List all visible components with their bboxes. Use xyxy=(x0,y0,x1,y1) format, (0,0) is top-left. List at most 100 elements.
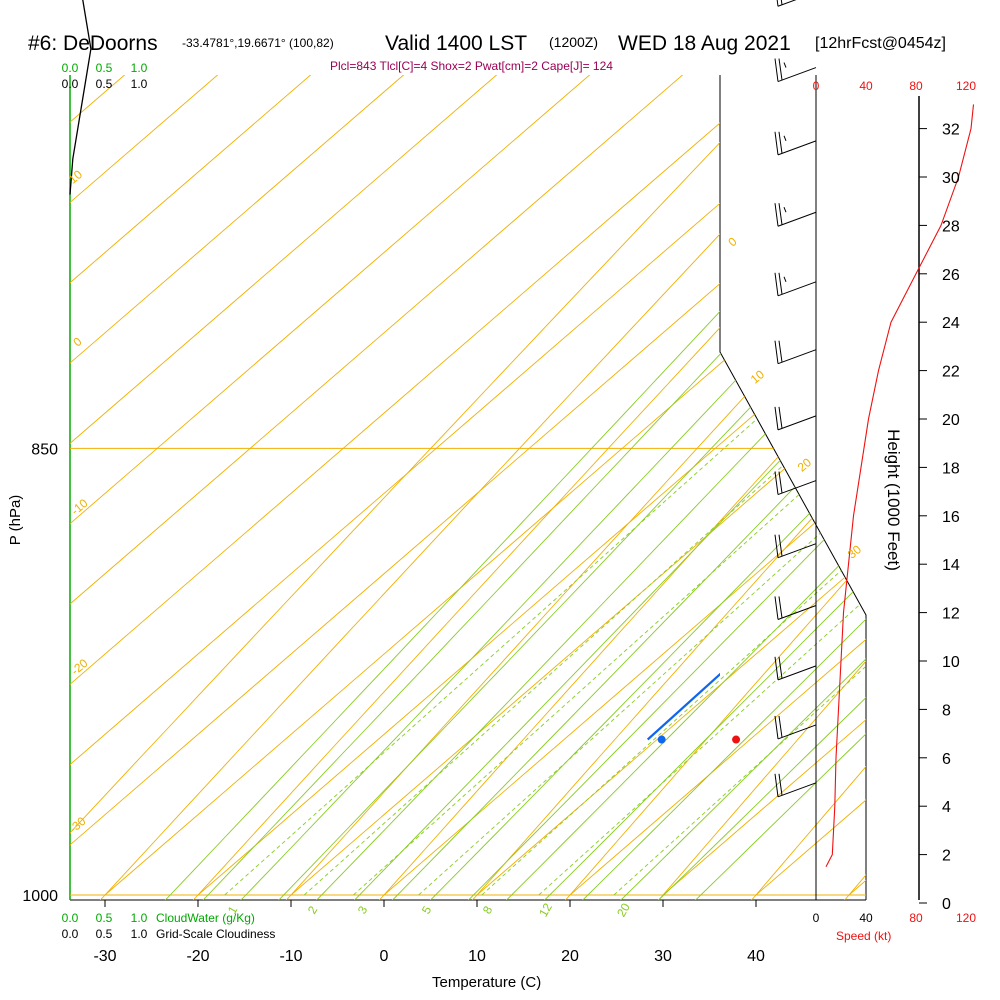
isotherm-line xyxy=(70,75,866,896)
isotherm-line xyxy=(70,75,866,896)
mixing-ratio-label: 2 xyxy=(305,903,321,916)
wind-barb xyxy=(774,471,817,496)
moist-adiabat xyxy=(79,75,866,900)
speed-axis-title: Speed (kt) xyxy=(836,929,891,943)
moist-adiabat xyxy=(414,75,866,900)
cloudiness-tick-bottom: 0.0 xyxy=(62,927,79,941)
forecast-date: WED 18 Aug 2021 xyxy=(618,32,791,55)
cloudwater-tick-bottom: 1.0 xyxy=(131,911,148,925)
moist-adiabat xyxy=(228,75,866,900)
wind-barb xyxy=(774,406,817,431)
moist-adiabat xyxy=(451,75,866,900)
dry-adiabat xyxy=(264,75,866,900)
speed-tick-top: 0 xyxy=(813,79,820,93)
cloudwater-tick-top: 0.0 xyxy=(62,61,79,75)
wind-barb-flag xyxy=(778,596,783,619)
temperature-tick-label: -30 xyxy=(93,948,116,965)
isotherm-line xyxy=(70,75,866,896)
frame-right-edge xyxy=(719,75,867,900)
dry-adiabat xyxy=(358,75,866,900)
cloudiness-title: Grid-Scale Cloudiness xyxy=(156,927,275,941)
station-coords: -33.4781°,19.6671° (100,82) xyxy=(182,36,334,50)
height-tick-label: 22 xyxy=(942,364,960,381)
pressure-tick-label: 1000 xyxy=(22,888,58,905)
wind-barb xyxy=(774,272,817,297)
isotherm-line xyxy=(70,75,866,896)
isotherm-line xyxy=(569,75,866,896)
station-title: #6: DeDoorns xyxy=(28,32,158,55)
wind-barb-flag xyxy=(774,534,779,558)
mixing-ratio-line xyxy=(538,75,866,896)
wind-barb-flag xyxy=(778,406,783,429)
mixing-ratio-label: 3 xyxy=(355,903,371,916)
cloudiness-tick-bottom: 0.5 xyxy=(96,927,113,941)
cloudwater-tick-top: 0.5 xyxy=(96,61,113,75)
wind-barb xyxy=(776,0,797,7)
pressure-tick-label: 850 xyxy=(31,441,58,458)
height-tick-label: 12 xyxy=(942,606,960,623)
height-axis-title: Height (1000 Feet) xyxy=(884,429,903,571)
wind-barb-flag xyxy=(774,203,779,227)
cloudiness-profile xyxy=(69,0,92,195)
mixing-ratio-label: 12 xyxy=(536,900,555,919)
mixing-ratio-line xyxy=(224,75,866,896)
wind-barb-flag xyxy=(776,0,779,7)
isotherm-label: -10 xyxy=(68,496,91,518)
wind-barb-staff xyxy=(777,480,817,496)
wind-barb-half xyxy=(783,135,787,142)
cloudiness-tick-bottom: 1.0 xyxy=(131,927,148,941)
mixing-ratio-line xyxy=(418,75,866,896)
isotherm-line xyxy=(70,75,866,896)
speed-tick-top: 40 xyxy=(859,79,873,93)
wind-barb-half xyxy=(783,276,787,282)
dry-adiabat xyxy=(925,0,1000,1000)
wind-barb-flag xyxy=(774,340,779,364)
isotherm-label: 0 xyxy=(725,234,739,249)
wind-barb-flag xyxy=(778,131,783,154)
wind-barb-staff xyxy=(777,605,817,620)
speed-tick-bottom: 40 xyxy=(859,911,873,925)
isotherm-line xyxy=(70,75,866,896)
height-tick-label: 32 xyxy=(942,122,960,139)
wind-barb-flag xyxy=(780,0,783,5)
wind-barb-staff xyxy=(777,724,817,740)
cloudwater-tick-top: 1.0 xyxy=(131,61,148,75)
dry-adiabat xyxy=(452,75,866,900)
wind-barb-staff xyxy=(777,0,797,7)
x-axis-title: Temperature (C) xyxy=(432,974,541,991)
moist-adiabat xyxy=(153,75,866,900)
speed-tick-bottom: 80 xyxy=(909,911,923,925)
y-axis-title: P (hPa) xyxy=(7,495,24,546)
wind-barb-flag xyxy=(778,773,783,796)
dry-adiabat xyxy=(75,75,866,900)
temperature-tick-label: -20 xyxy=(186,948,209,965)
wind-barb-half xyxy=(783,62,787,68)
wind-barb-staff xyxy=(777,543,817,559)
wind-barb-flag xyxy=(778,340,783,363)
stability-indices: Plcl=843 Tlcl[C]=4 Shox=2 Pwat[cm]=2 Cap… xyxy=(330,59,613,73)
isotherm-line xyxy=(70,75,866,896)
speed-tick-bottom: 120 xyxy=(956,911,976,925)
moist-adiabat xyxy=(70,75,866,900)
wind-barb-flag xyxy=(774,773,779,797)
moist-adiabat xyxy=(339,75,866,900)
isotherm-line xyxy=(70,75,866,896)
wind-barb-flag xyxy=(778,471,783,494)
isotherm-line xyxy=(848,75,866,896)
cloudwater-tick-bottom: 0.0 xyxy=(62,911,79,925)
height-tick-label: 0 xyxy=(942,896,951,913)
wind-barb-flag xyxy=(778,656,783,679)
wind-barb-flag xyxy=(778,58,783,81)
cloudiness-tick-top: 0.5 xyxy=(96,77,113,91)
temperature-tick-label: 30 xyxy=(654,948,672,965)
surface-dewpoint-dot xyxy=(657,735,666,744)
dry-adiabat xyxy=(547,75,866,900)
wind-panel xyxy=(774,0,975,904)
wind-barb-flag xyxy=(774,272,779,296)
speed-tick-top: 80 xyxy=(909,79,923,93)
moist-adiabat xyxy=(265,75,866,900)
height-tick-label: 4 xyxy=(942,799,951,816)
